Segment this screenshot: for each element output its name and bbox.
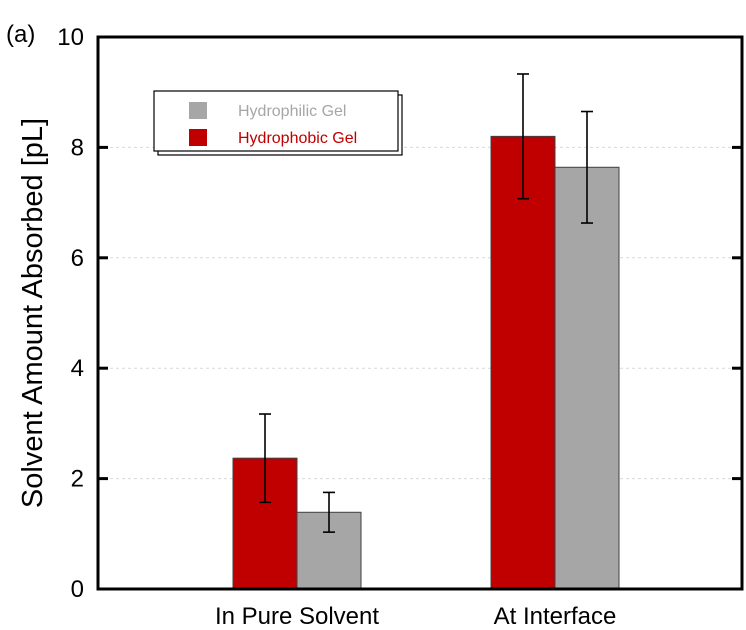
bars — [232, 135, 620, 590]
y-axis-label: Solvent Amount Absorbed [pL] — [17, 118, 49, 508]
legend-swatch — [189, 129, 207, 146]
y-tick-label: 6 — [71, 245, 84, 272]
y-tick-label: 0 — [71, 576, 84, 603]
y-tick-label: 8 — [71, 134, 84, 161]
legend-swatch — [189, 102, 207, 119]
grid-lines — [98, 146, 742, 480]
legend-label: Hydrophilic Gel — [238, 103, 346, 120]
x-axis-categories: In Pure Solvent At Interface — [215, 603, 616, 630]
plot-frame — [96, 35, 744, 591]
legend: Hydrophilic Gel Hydrophobic Gel — [153, 90, 403, 156]
y-tick-label: 2 — [71, 466, 84, 493]
error-bars — [259, 73, 593, 533]
bar-hydrophobic-gel — [490, 135, 556, 590]
y-tick-label: 4 — [71, 355, 84, 382]
legend-label: Hydrophobic Gel — [238, 130, 357, 147]
panel-label: (a) — [6, 21, 35, 48]
y-tick-label: 10 — [57, 24, 84, 51]
x-category-label: At Interface — [494, 603, 617, 630]
y-axis-ticks: 0 2 4 6 8 10 — [57, 24, 742, 603]
bar-hydrophilic-gel — [554, 166, 620, 590]
x-category-label: In Pure Solvent — [215, 603, 379, 630]
